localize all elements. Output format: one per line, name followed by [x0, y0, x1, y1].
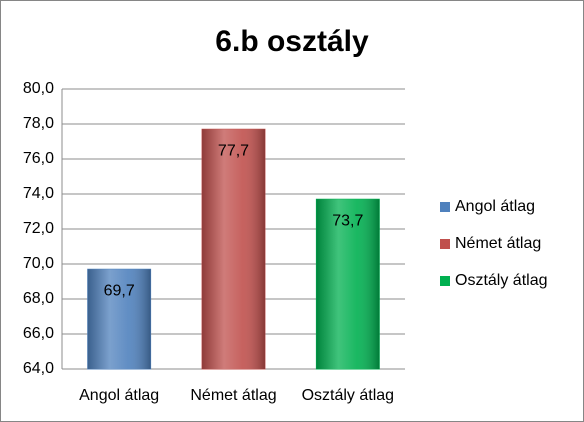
x-tick-label: Angol átlag — [79, 387, 159, 404]
value-label: 77,7 — [218, 142, 249, 159]
y-tick-label: 64,0 — [23, 360, 54, 377]
y-tick-label: 72,0 — [23, 220, 54, 237]
y-tick-label: 74,0 — [23, 185, 54, 202]
bar-shade — [87, 269, 151, 369]
bar-shade — [316, 199, 380, 369]
value-label: 73,7 — [332, 212, 363, 229]
y-tick-label: 80,0 — [23, 80, 54, 97]
legend-swatch — [440, 276, 450, 286]
legend-label: Angol átlag — [455, 198, 535, 215]
legend-label: Osztály átlag — [455, 272, 547, 289]
y-tick-label: 66,0 — [23, 325, 54, 342]
y-tick-label: 76,0 — [23, 150, 54, 167]
y-tick-label: 78,0 — [23, 115, 54, 132]
legend-swatch — [440, 202, 450, 212]
value-label: 69,7 — [104, 282, 135, 299]
legend-swatch — [440, 239, 450, 249]
x-tick-label: Osztály átlag — [302, 387, 394, 404]
y-tick-label: 68,0 — [23, 290, 54, 307]
chart-title: 6.b osztály — [215, 25, 369, 58]
x-tick-label: Német átlag — [190, 387, 276, 404]
bar-shade — [202, 129, 265, 369]
y-tick-label: 70,0 — [23, 255, 54, 272]
legend-label: Német átlag — [455, 235, 541, 252]
